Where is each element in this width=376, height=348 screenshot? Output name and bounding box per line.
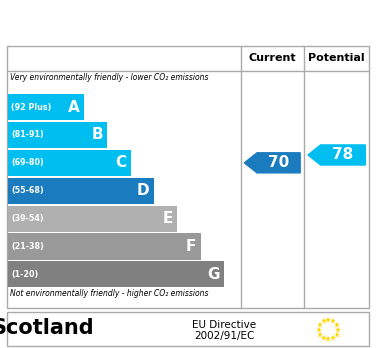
Bar — [8, 178, 154, 204]
Bar — [8, 206, 177, 232]
Text: (1-20): (1-20) — [11, 270, 38, 279]
Bar — [8, 261, 224, 287]
Text: 2002/91/EC: 2002/91/EC — [194, 331, 255, 341]
Text: (55-68): (55-68) — [11, 186, 44, 195]
Bar — [8, 94, 84, 120]
Bar — [8, 150, 131, 176]
Text: (39-54): (39-54) — [11, 214, 44, 223]
Text: F: F — [186, 239, 197, 254]
Text: Not environmentally friendly - higher CO₂ emissions: Not environmentally friendly - higher CO… — [10, 290, 208, 298]
Text: (69-80): (69-80) — [11, 158, 44, 167]
Text: Scotland: Scotland — [0, 318, 94, 339]
Bar — [8, 122, 107, 148]
Text: 70: 70 — [268, 155, 289, 170]
Polygon shape — [244, 153, 300, 173]
Text: A: A — [68, 100, 80, 114]
Text: EU Directive: EU Directive — [192, 320, 256, 330]
Text: (81-91): (81-91) — [11, 130, 44, 140]
Text: Environmental Impact (CO₂) Rating: Environmental Impact (CO₂) Rating — [16, 14, 360, 32]
Text: (21-38): (21-38) — [11, 242, 44, 251]
Text: B: B — [91, 127, 103, 142]
Text: Potential: Potential — [308, 53, 365, 63]
Text: 78: 78 — [332, 148, 353, 163]
Text: E: E — [163, 211, 173, 226]
Text: G: G — [207, 267, 220, 282]
Bar — [8, 234, 201, 260]
Text: D: D — [137, 183, 150, 198]
Text: (92 Plus): (92 Plus) — [11, 103, 52, 112]
Polygon shape — [308, 145, 365, 165]
Text: C: C — [115, 155, 126, 170]
Text: Very environmentally friendly - lower CO₂ emissions: Very environmentally friendly - lower CO… — [10, 73, 208, 82]
Text: Current: Current — [249, 53, 296, 63]
